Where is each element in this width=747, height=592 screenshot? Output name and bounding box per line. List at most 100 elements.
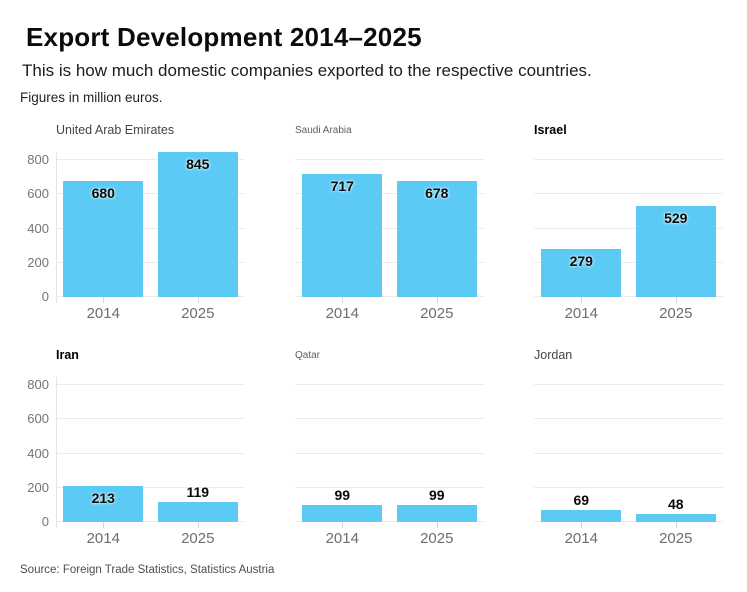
page-subtitle: This is how much domestic companies expo…: [22, 61, 592, 80]
y-axis: [259, 370, 295, 522]
x-tick-label: 2014: [86, 530, 120, 547]
gridline-800: [534, 384, 723, 385]
x-axis-tick: [342, 522, 344, 528]
bar-slot-2025: 119: [151, 370, 246, 528]
y-tick-label: 400: [27, 445, 49, 461]
bar-value-label: 213: [91, 489, 115, 506]
plot-area: 69 48: [534, 370, 724, 528]
bar-slot-2025: 678: [390, 145, 485, 303]
gridline-400: [295, 452, 484, 454]
x-axis-labels: 2014 2025: [295, 530, 484, 547]
bar-value-label: 845: [186, 156, 210, 173]
facet-iran: Iran 0 200 400 600 800 213 119 2014 2025: [20, 346, 245, 547]
bar-value-label: 529: [664, 210, 688, 227]
facet-title: United Arab Emirates: [56, 123, 175, 137]
y-tick-label: 800: [27, 377, 49, 392]
gridline-200: [534, 486, 723, 488]
x-tick-label: 2014: [564, 530, 598, 547]
x-tick-label: 2025: [420, 530, 454, 547]
bar-slot-2014: 99: [295, 370, 390, 528]
y-tick-label: 200: [27, 254, 49, 270]
gridline-0: [56, 296, 245, 297]
bar-2025: [635, 206, 716, 297]
y-axis: [259, 145, 295, 297]
gridline-0: [295, 296, 484, 297]
bar-value-label: 279: [569, 253, 593, 270]
bar-2014: [541, 249, 622, 297]
gridline-400: [295, 227, 484, 229]
gridline-0: [295, 521, 484, 522]
x-axis-tick: [103, 522, 105, 528]
y-axis: [498, 370, 534, 522]
bar-2025: [157, 501, 238, 522]
page-title: Export Development 2014–2025: [26, 22, 422, 52]
y-tick-label: 200: [27, 479, 49, 495]
bar-slot-2014: 213: [56, 370, 151, 528]
x-axis-tick: [103, 297, 105, 303]
facet-israel: Israel 279 529 2014 2025: [498, 121, 723, 322]
facet-saudi-arabia: Saudi Arabia 717 678 2014 2025: [259, 121, 484, 322]
facet-title: Jordan: [534, 348, 573, 362]
facet-title: Qatar: [295, 350, 321, 361]
bar-2025: [635, 513, 716, 522]
bar-value-label: 717: [330, 178, 354, 195]
x-tick-label: 2025: [659, 305, 693, 322]
bar-slot-2014: 279: [534, 145, 629, 303]
x-axis-labels: 2014 2025: [534, 530, 723, 547]
x-axis-tick: [436, 522, 438, 528]
plot-area: 680 845: [56, 145, 246, 303]
x-tick-label: 2014: [325, 530, 359, 547]
facet-title: Iran: [56, 348, 79, 362]
facet-body: 69 48: [498, 370, 724, 528]
x-axis-tick: [436, 297, 438, 303]
x-tick-label: 2014: [325, 305, 359, 322]
facet-body: 99 99: [259, 370, 485, 528]
x-axis-tick: [675, 522, 677, 528]
x-axis-labels: 2014 2025: [56, 530, 245, 547]
gridline-400: [56, 227, 245, 229]
y-tick-label: 0: [41, 289, 49, 304]
page-note: Figures in million euros.: [20, 90, 163, 105]
y-axis: 0 200 400 600 800: [20, 370, 56, 529]
y-axis-line: [56, 152, 57, 303]
x-axis-labels: 2014 2025: [56, 305, 245, 322]
source-note: Source: Foreign Trade Statistics, Statis…: [20, 564, 275, 576]
bar-2014: [302, 174, 383, 297]
bar-2014: [63, 485, 144, 522]
facet-body: 0 200 400 600 800 213 119: [20, 370, 246, 529]
x-axis-tick: [197, 522, 199, 528]
facet-body: 717 678: [259, 145, 485, 303]
y-axis: 0 200 400 600 800: [20, 145, 56, 304]
plot-area: 279 529: [534, 145, 723, 303]
gridline-800: [295, 159, 484, 160]
gridline-200: [534, 261, 723, 263]
bar-value-label: 680: [91, 184, 115, 201]
facet-united-arab-emirates: United Arab Emirates 0 200 400 600 800 680 845 2…: [20, 121, 245, 322]
x-tick-label: 2025: [181, 530, 215, 547]
gridline-0: [534, 296, 723, 297]
gridline-800: [56, 384, 245, 385]
bar-value-label: 99: [334, 487, 351, 504]
y-tick-label: 400: [27, 220, 49, 236]
bar-slot-2025: 48: [629, 370, 724, 528]
x-tick-label: 2014: [86, 305, 120, 322]
plot-area: 99 99: [295, 370, 485, 528]
gridline-400: [534, 452, 723, 454]
bar-2014: [63, 180, 144, 297]
bar-value-label: 99: [428, 487, 445, 504]
gridline-600: [56, 193, 245, 195]
gridline-800: [56, 159, 245, 160]
gridline-600: [534, 418, 723, 420]
x-tick-label: 2014: [564, 305, 598, 322]
bar-slot-2025: 99: [390, 370, 485, 528]
charts-grid: United Arab Emirates 0 200 400 600 800 680 845 2…: [20, 121, 723, 547]
y-axis: [498, 145, 534, 297]
bar-slot-2025: 845: [151, 145, 246, 303]
gridline-600: [295, 418, 484, 420]
y-tick-label: 0: [41, 514, 49, 529]
gridline-200: [56, 486, 245, 488]
facet-qatar: Qatar 99 99 2014 2025: [259, 346, 484, 547]
y-tick-label: 800: [27, 152, 49, 167]
bar-value-label: 678: [425, 184, 449, 201]
